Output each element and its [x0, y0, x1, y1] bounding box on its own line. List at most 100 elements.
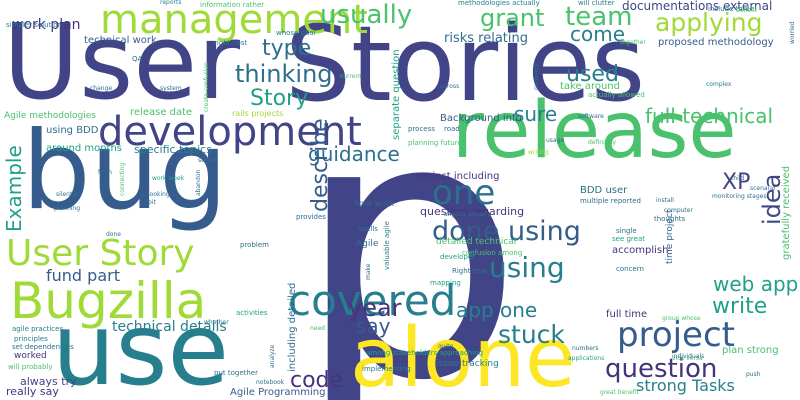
word-user: User	[3, 1, 241, 123]
word-story: Story	[250, 86, 309, 111]
word-really-say: really say	[6, 385, 59, 398]
word-always-try: always try	[20, 375, 77, 388]
word-used: used	[566, 62, 619, 87]
word-form: form	[98, 169, 112, 176]
word-separate-question: separate question	[391, 49, 402, 140]
word-full-technical: full technical	[645, 104, 774, 128]
word-documentations-external: documentations external	[622, 0, 773, 13]
word-create-confusion: create confusion	[203, 62, 210, 112]
word-worried: worried	[789, 21, 796, 44]
word-numbers: numbers	[572, 345, 599, 352]
word-anyone-already: anyone already	[444, 211, 491, 218]
word-set-dependencies: set dependencies	[12, 343, 74, 351]
word-web-app: web app	[713, 272, 799, 296]
word-user-story: User Story	[6, 233, 195, 274]
word-question: question	[605, 354, 718, 384]
word-fund-part: fund part	[46, 266, 120, 285]
word-issue-tracking: issue tracking	[436, 359, 499, 369]
word-definitely: definitely	[588, 139, 617, 146]
word-whose-goal: whose goal	[276, 29, 316, 37]
word-whether: whether	[204, 319, 229, 326]
word-notebook: notebook	[256, 379, 285, 386]
word-technical-work: technical work	[84, 35, 157, 46]
word-see-great: see great	[612, 235, 645, 243]
word-current: current	[340, 73, 362, 80]
word-put-together: put together	[214, 369, 258, 377]
word-xp: XP	[722, 170, 751, 195]
word-change: change	[90, 85, 113, 92]
word-scenario: scenario	[750, 185, 776, 192]
word-risks-relating: risks relating	[444, 31, 528, 46]
word-together: together	[620, 39, 646, 46]
word-great-benefit: great benefit	[600, 389, 639, 396]
word-say: say	[356, 314, 391, 338]
word-server: server	[198, 157, 217, 164]
word-group-whose: group whose	[662, 315, 701, 322]
word-plan-strong: plan strong	[722, 345, 779, 356]
word-applications: applications	[568, 355, 605, 362]
word-developer: developer	[440, 253, 476, 261]
word-stuck: stuck	[498, 320, 565, 349]
word-work-plan: work plan	[12, 17, 81, 33]
word-bit: bit	[148, 199, 156, 206]
word-bugzilla: Bugzilla	[10, 272, 207, 330]
word-computer: computer	[664, 207, 693, 214]
word-agile: Agile	[356, 239, 379, 249]
word-agile-practices: agile practices	[12, 325, 64, 333]
word-thinking: thinking	[235, 60, 333, 88]
word-planning-future: planning future	[408, 139, 462, 147]
word-across: across	[440, 83, 460, 90]
word-monitoring-stages: monitoring stages	[712, 193, 767, 200]
word-analyze: analyze	[269, 344, 276, 368]
word-will-clutter: will clutter	[578, 0, 615, 7]
word-mapping: mapping	[430, 279, 461, 287]
word-project-including: project including	[416, 171, 500, 182]
word-make: make	[365, 263, 372, 280]
word-covered: covered	[288, 276, 457, 325]
word-road: road	[444, 125, 460, 133]
word-work-week: work week	[152, 175, 185, 182]
word-question-regarding: question regarding	[420, 205, 525, 218]
word-process: process	[408, 125, 435, 133]
word-spells: spells	[358, 225, 378, 233]
word-problem: problem	[240, 241, 269, 249]
word-p: p	[295, 40, 523, 400]
word-individuals: individuals	[672, 353, 705, 360]
word-code: code	[290, 368, 344, 393]
word-single: single	[616, 227, 637, 235]
word-principles: principles	[14, 335, 48, 343]
word-usage: usage	[546, 137, 565, 144]
word-around-months: around months	[46, 143, 123, 154]
word-year: year	[348, 294, 402, 322]
word-strong-tasks: strong Tasks	[636, 376, 735, 395]
word-usually: usually	[320, 0, 413, 30]
word-project: project	[617, 315, 736, 355]
word-child: child	[730, 175, 745, 182]
word-accomplish: accomplish	[612, 245, 669, 256]
word-concern: concern	[616, 265, 644, 273]
word-simpler-solution: simpler solution	[6, 21, 62, 29]
word-need: need	[310, 325, 325, 332]
word-abandon: abandon	[195, 169, 202, 196]
word-done-using: done using	[432, 216, 581, 247]
word-qa: QA	[132, 55, 143, 63]
word-currently: currently	[533, 63, 540, 90]
word-thoughts: thoughts	[654, 215, 686, 223]
word-will-probably: will probably	[8, 363, 53, 371]
word-methodologies-actually: methodologies actually	[458, 0, 540, 7]
word-detailed-technical: detailed technical	[436, 237, 517, 247]
word-implementing: implementing	[362, 365, 411, 373]
word-development: development	[98, 109, 362, 155]
word-write: write	[712, 294, 768, 319]
word-alone: alone	[350, 311, 576, 400]
word-done: done	[106, 231, 121, 238]
word-activities: activities	[236, 309, 268, 317]
word-guidance: guidance	[308, 142, 400, 166]
word-rails-projects: rails projects	[232, 109, 284, 118]
word-bdd-user: BDD user	[580, 185, 628, 196]
word-push: push	[746, 371, 761, 378]
word-writing: writing	[528, 149, 549, 156]
word-background-info: Background info	[440, 113, 522, 124]
word-example: Example	[2, 145, 26, 232]
